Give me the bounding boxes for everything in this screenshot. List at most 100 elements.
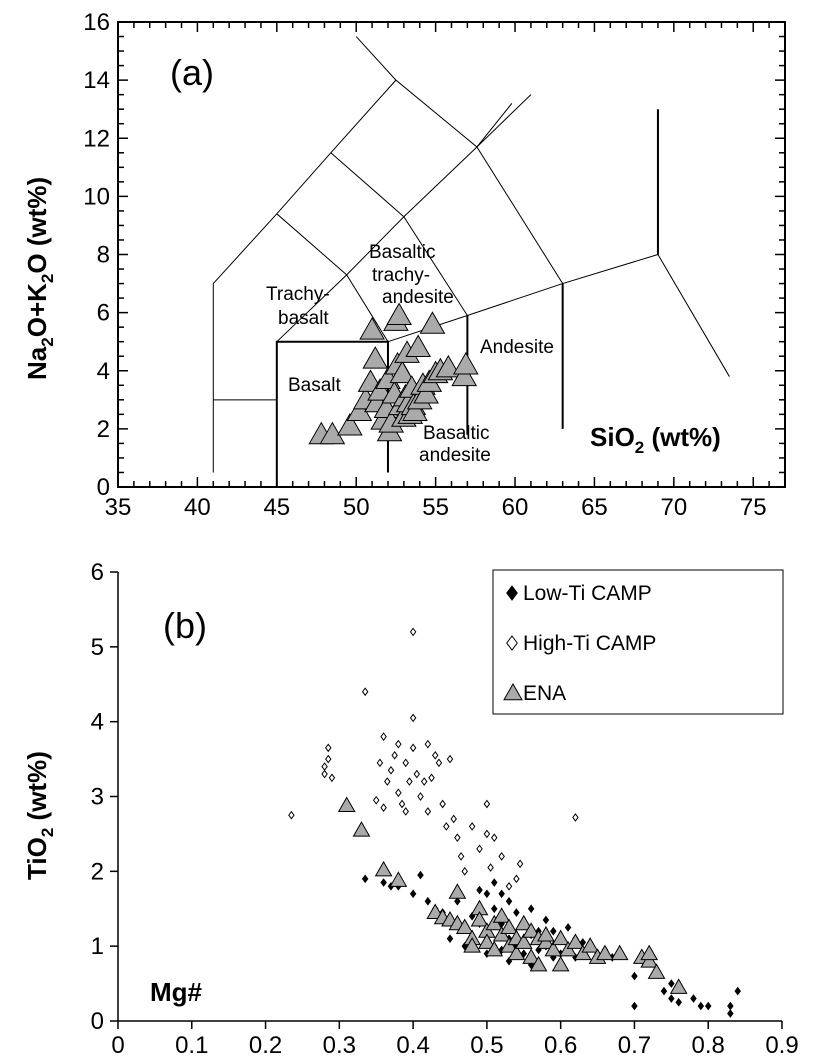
high-ti-camp-point [505, 881, 513, 891]
y-tick-label: 0 [91, 1008, 104, 1035]
tas-axes: 35 40 45 50 55 60 65 70 75 0 2 4 6 8 10 12 14 16 [83, 9, 786, 521]
legend-entry-label: Low-Ti CAMP [523, 582, 652, 605]
tas-plot-frame [117, 21, 786, 488]
low-ti-camp-point [446, 934, 454, 944]
x-tick-label: 65 [581, 494, 608, 521]
low-ti-camp-point [454, 896, 461, 906]
high-ti-camp-point [498, 852, 505, 861]
tas-field-boundaries [212, 36, 730, 487]
low-ti-camp-point [697, 1001, 705, 1011]
y-tick-label: 8 [97, 242, 110, 269]
ena-point [485, 940, 504, 957]
high-ti-camp-point [321, 762, 328, 771]
ena-point [352, 821, 371, 837]
field-label-ba-1: Basaltic [423, 423, 490, 444]
x-tick-label: 0.5 [470, 1032, 503, 1056]
high-ti-camp-point [325, 754, 332, 764]
high-ti-camp-point [487, 863, 494, 872]
low-ti-camp-point [417, 870, 424, 880]
y-tick-label: 16 [83, 9, 110, 36]
high-ti-camp-point [372, 795, 380, 805]
legend-entry-label: High-Ti CAMP [523, 632, 656, 655]
high-ti-camp-point [328, 773, 336, 783]
ena-point [669, 978, 688, 994]
ena-point [470, 910, 489, 927]
high-ti-camp-point [483, 799, 491, 809]
low-ti-camp-point [409, 889, 417, 899]
high-ti-camp-point [321, 769, 328, 779]
x-tick-label: 0.8 [692, 1032, 725, 1056]
field-boundary [276, 213, 348, 276]
ena-point [386, 302, 412, 326]
low-ti-camp-point [380, 878, 387, 887]
low-ti-camp-point [542, 915, 550, 925]
high-ti-camp-point [450, 814, 457, 824]
high-ti-camp-point [380, 803, 387, 813]
ena-point [455, 918, 474, 934]
high-ti-camp-point [454, 833, 461, 842]
high-ti-camp-point [435, 758, 443, 768]
high-ti-camp-point [417, 792, 424, 801]
high-ti-camp-point [428, 773, 435, 783]
high-ti-camp-point [409, 743, 417, 753]
high-ti-camp-point [483, 829, 491, 839]
x-tick-label: 50 [343, 494, 370, 521]
field-label-trachybasalt-2: basalt [278, 308, 329, 329]
y-tick-label: 2 [97, 416, 110, 443]
ena-point [405, 334, 432, 357]
ena-point [452, 351, 479, 375]
low-ti-camp-point [727, 1001, 734, 1011]
y-tick-label: 5 [91, 634, 104, 661]
low-ti-camp-point [675, 997, 682, 1007]
legend-ena-marker [503, 682, 523, 701]
high-ti-camp-point [395, 788, 402, 798]
low-ti-camp-point [631, 1001, 638, 1011]
low-ti-camp-point [491, 904, 498, 914]
tas-panel: 35 40 45 50 55 60 65 70 75 0 2 4 6 8 10 12 14 16 (a) Trac… [22, 9, 786, 521]
low-ti-camp-point [476, 885, 483, 895]
high-ti-camp-point [384, 777, 391, 786]
x-tick-label: 0.2 [249, 1032, 282, 1056]
y-tick-label: 3 [91, 784, 104, 811]
low-ti-camp-point [631, 971, 638, 981]
ena-point [551, 929, 570, 946]
x-tick-label: 55 [422, 494, 449, 521]
tas-y-axis-title: Na2O+K2O (wt%) [22, 177, 57, 380]
low-ti-camp-point [527, 904, 535, 914]
high-ti-camp-point [387, 765, 395, 775]
low-ti-camp-point [704, 1001, 712, 1011]
field-label-basalt: Basalt [288, 375, 342, 396]
low-ti-camp-point [690, 994, 697, 1003]
ena-point [337, 412, 363, 436]
ena-point [359, 317, 385, 340]
ena-point [581, 937, 600, 953]
x-tick-label: 0.3 [323, 1032, 356, 1056]
tio2-x-axis-title: Mg# [150, 977, 203, 1007]
high-ti-camp-point [398, 799, 406, 809]
tio2-y-axis-title: TiO2 (wt%) [22, 751, 57, 880]
ena-point [507, 944, 526, 961]
y-tick-label: 1 [91, 933, 104, 960]
ena-point [551, 955, 570, 972]
ena-point [435, 354, 462, 378]
x-tick-label: 0.6 [544, 1032, 577, 1056]
high-ti-camp-point [409, 627, 417, 637]
high-ti-camp-point [468, 822, 476, 831]
ena-point [413, 380, 439, 404]
low-ti-camp-point [513, 908, 520, 917]
x-tick-label: 40 [184, 494, 211, 521]
ena-point [647, 963, 666, 979]
ena-point [640, 944, 659, 961]
low-ti-camp-point [668, 994, 675, 1003]
high-ti-camp-point [420, 777, 428, 786]
field-boundary [330, 152, 405, 218]
legend: Low-Ti CAMP High-Ti CAMP ENA [492, 569, 784, 715]
field-label-bta-2: trachy- [372, 265, 430, 286]
high-ti-camp-point [376, 758, 384, 768]
ena-point [522, 948, 541, 964]
low-ti-camp-point [660, 986, 668, 996]
y-tick-label: 6 [97, 300, 110, 327]
y-tick-label: 14 [83, 67, 110, 94]
x-tick-label: 60 [502, 494, 529, 521]
